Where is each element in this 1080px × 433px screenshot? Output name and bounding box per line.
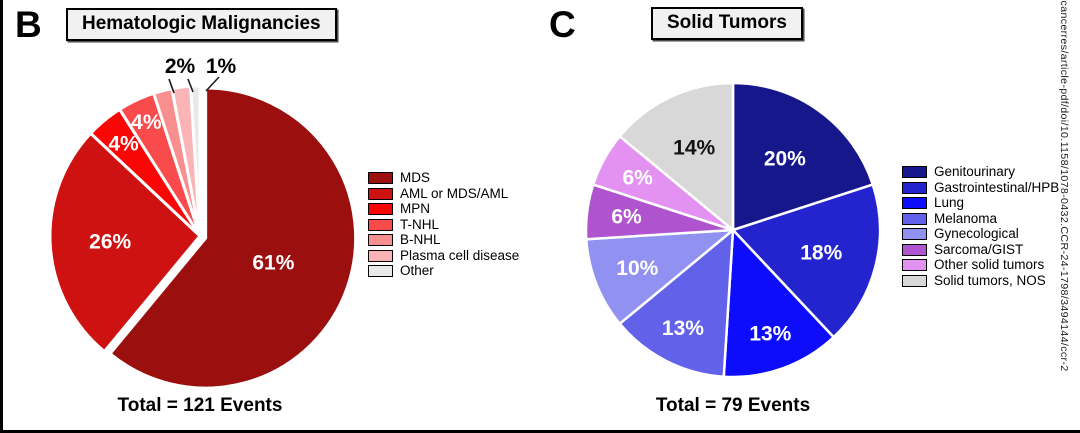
legend-swatch-b-nhl [368,234,393,246]
pie-slice-solid-tumors-nos [618,81,735,232]
total-events-hematologic: Total = 121 Events [117,395,283,416]
legend-item-b-nhl: B-NHL [368,232,519,248]
legend-label-melanoma: Melanoma [934,210,998,226]
legend-swatch-mpn [368,203,393,215]
leader-tick-1 [187,78,194,93]
legend-label-mpn: MPN [400,201,430,217]
pie-slice-genitourinary [731,81,875,232]
legend-swatch-gynecological [902,228,927,240]
download-url-watermark: incancerres/article-pdf/doi/10.1158/1078… [1058,0,1070,372]
legend-swatch-t-nhl [368,218,393,231]
legend-label-plasma-cell-disease: Plasma cell disease [400,247,520,263]
pie-slice-value-lung: 13% [749,323,791,346]
total-events-solid-tumors: Total = 79 Events [655,395,811,416]
legend-label-other-solid-tumors: Other solid tumors [934,257,1045,273]
legend-swatch-melanoma [902,212,927,225]
legend-item-mpn: MPN [368,201,519,217]
panel-letter-b: B [15,4,42,45]
legend-hematologic: MDS AML or MDS/AML MPN T-NHL B-NHL Plasma cel… [368,170,520,279]
legend-item-other-solid-tumors: Other solid tumors [902,257,1059,273]
legend-item-t-nhl: T-NHL [368,216,519,232]
panel-title-solid-tumors: Solid Tumors [651,7,803,40]
pie-slice-value-other-solid-tumors: 6% [622,167,653,190]
pie-slice-value-sarcoma-gist: 6% [611,206,642,229]
pie-slice-value-genitourinary: 20% [764,148,806,171]
legend-item-other: Other [368,263,519,279]
legend-item-lung: Lung [902,195,1059,211]
legend-swatch-sarcoma-gist [902,243,927,256]
figure-bottom-border [0,430,1080,433]
pie-slice-value-aml-or-mds-aml: 26% [89,231,131,254]
legend-label-solid-tumors-nos: Solid tumors, NOS [934,272,1046,288]
legend-swatch-mds [368,172,393,184]
legend-item-genitourinary: Genitourinary [902,164,1059,180]
pie-slice-aml-or-mds-aml [48,131,202,354]
pie-slice-value-mpn: 4% [108,133,139,156]
legend-label-gastrointestinal-hpb: Gastrointestinal/HPB [934,179,1060,195]
pie-slice-value-gynecological: 10% [616,257,658,280]
leader-tick-0 [168,78,175,94]
leader-tick-2 [205,76,220,92]
legend-label-t-nhl: T-NHL [400,216,440,232]
legend-swatch-plasma-cell-disease [368,249,393,262]
legend-item-sarcoma-gist: Sarcoma/GIST [902,241,1059,257]
pie-chart-solid-tumors: 20% 18% 13% 13% 10% 6% 6% 14% [584,81,882,379]
pie-outside-value: 2% [165,58,196,78]
legend-label-lung: Lung [934,195,965,211]
figure-left-border [0,0,3,433]
pie-slice-value-t-nhl: 4% [131,111,162,134]
pie-chart-hematologic: 61% 26% 4%4% 2% 1% [48,58,358,390]
legend-label-other: Other [400,263,434,279]
pie-slice-gynecological [585,228,735,325]
legend-item-plasma-cell-disease: Plasma cell disease [368,247,520,263]
legend-item-melanoma: Melanoma [902,210,1059,226]
legend-label-sarcoma-gist: Sarcoma/GIST [934,241,1024,257]
panel-title-hematologic: Hematologic Malignancies [66,8,337,41]
legend-label-b-nhl: B-NHL [400,232,441,248]
pie-slice-value-melanoma: 13% [662,317,704,340]
legend-label-mds: MDS [400,170,430,186]
pie-slice-gastrointestinal-hpb [731,183,882,339]
panel-letter-c: C [549,4,576,45]
pie-slice-melanoma [618,228,735,378]
legend-item-solid-tumors-nos: Solid tumors, NOS [902,272,1059,288]
pie-slice-value-mds: 61% [252,251,294,274]
legend-label-genitourinary: Genitourinary [934,164,1016,180]
legend-swatch-other [368,265,393,277]
pie-slice-lung [722,228,835,379]
legend-swatch-solid-tumors-nos [902,274,927,287]
legend-swatch-genitourinary [902,166,927,178]
pie-slice-mds [108,86,358,390]
legend-item-mds: MDS [368,170,519,186]
legend-label-gynecological: Gynecological [934,226,1019,242]
legend-solid-tumors: Genitourinary Gastrointestinal/HPB Lung Mel… [902,164,1060,288]
legend-swatch-other-solid-tumors [902,259,927,271]
legend-item-gastrointestinal-hpb: Gastrointestinal/HPB [902,179,1060,195]
pie-slice-value-gastrointestinal-hpb: 18% [800,242,842,265]
legend-label-aml-or-mds-aml: AML or MDS/AML [400,185,509,201]
legend-swatch-aml-or-mds-aml [368,187,393,200]
pie-outside-value: 1% [206,58,237,78]
pie-slice-value-solid-tumors-nos: 14% [673,137,715,160]
legend-swatch-lung [902,197,927,209]
legend-item-aml-or-mds-aml: AML or MDS/AML [368,185,519,201]
legend-item-gynecological: Gynecological [902,226,1059,242]
legend-swatch-gastrointestinal-hpb [902,181,927,194]
